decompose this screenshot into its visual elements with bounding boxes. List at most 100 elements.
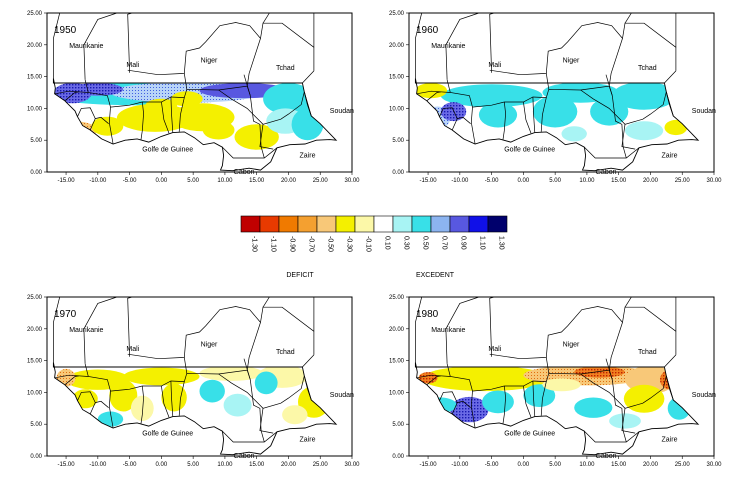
x-tick-label: -10.00 bbox=[89, 178, 107, 184]
x-tick-label: -15.00 bbox=[420, 178, 438, 184]
country-border bbox=[89, 400, 109, 415]
y-tick-label: 10.00 bbox=[389, 106, 405, 112]
country-border bbox=[140, 385, 144, 424]
y-tick-label: 15.00 bbox=[389, 75, 405, 81]
x-tick-label: 10.00 bbox=[217, 462, 233, 468]
anomaly-patch bbox=[415, 83, 448, 99]
x-tick-label: -5.00 bbox=[485, 178, 499, 184]
anomaly-patch bbox=[161, 383, 187, 412]
anomaly-patch bbox=[625, 121, 664, 141]
country-border bbox=[426, 91, 441, 102]
x-tick-label: -5.00 bbox=[123, 178, 137, 184]
y-tick-label: 0.00 bbox=[30, 170, 42, 176]
country-border bbox=[77, 107, 96, 119]
country-border bbox=[416, 90, 451, 95]
country-border bbox=[523, 385, 532, 418]
country-border bbox=[622, 306, 677, 355]
country-label-tchad: Tchad bbox=[638, 65, 657, 72]
coastline bbox=[52, 362, 338, 456]
y-tick-label: 20.00 bbox=[27, 43, 43, 49]
country-border bbox=[246, 38, 261, 87]
y-tick-label: 25.00 bbox=[389, 295, 405, 301]
country-border bbox=[140, 101, 144, 140]
coastline bbox=[414, 78, 700, 172]
y-tick-label: 25.00 bbox=[27, 11, 43, 17]
y-tick-label: 15.00 bbox=[27, 75, 43, 81]
legend-swatch bbox=[411, 215, 432, 233]
country-label-mali: Mali bbox=[488, 346, 501, 353]
x-tick-label: 10.00 bbox=[579, 462, 595, 468]
legend-excedent-label: EXCEDENT bbox=[416, 272, 455, 279]
anomaly-patch bbox=[199, 379, 225, 403]
anomaly-patch bbox=[418, 372, 438, 384]
country-border bbox=[665, 91, 674, 117]
x-tick-label: -10.00 bbox=[451, 178, 469, 184]
anomaly-patch bbox=[574, 366, 625, 378]
x-tick-label: 25.00 bbox=[675, 178, 691, 184]
anomaly-patch bbox=[612, 81, 676, 110]
anomaly-patch bbox=[254, 371, 278, 395]
country-border bbox=[451, 400, 471, 415]
y-tick-label: 15.00 bbox=[389, 359, 405, 365]
y-tick-label: 20.00 bbox=[389, 327, 405, 333]
country-label-mauritanie: Maurikanie bbox=[431, 43, 465, 50]
country-border bbox=[53, 12, 61, 79]
country-border bbox=[489, 306, 623, 360]
anomaly-patch bbox=[263, 83, 314, 115]
year-label: 1980 bbox=[416, 309, 439, 320]
country-border bbox=[249, 379, 265, 443]
country-border bbox=[624, 12, 632, 24]
country-label-zaire: Zaire bbox=[300, 152, 316, 159]
country-border bbox=[259, 408, 274, 434]
country-border bbox=[89, 116, 109, 131]
y-tick-label: 25.00 bbox=[27, 295, 43, 301]
legend-swatch bbox=[240, 215, 261, 233]
country-border bbox=[416, 374, 451, 379]
country-border bbox=[53, 296, 61, 363]
country-border bbox=[54, 90, 89, 95]
legend-value-label: -0.90 bbox=[289, 236, 296, 252]
y-tick-label: 0.00 bbox=[392, 454, 404, 460]
legend-swatch bbox=[354, 215, 375, 233]
country-border bbox=[439, 391, 458, 403]
legend-value-label: -1.10 bbox=[270, 236, 277, 252]
anomaly-layer bbox=[418, 365, 691, 429]
country-border bbox=[489, 12, 495, 73]
legend-swatch bbox=[373, 215, 394, 233]
country-border bbox=[127, 22, 261, 76]
x-tick-label: 20.00 bbox=[281, 178, 297, 184]
country-border bbox=[108, 107, 114, 145]
x-tick-label: 5.00 bbox=[187, 178, 199, 184]
legend-swatch bbox=[487, 215, 508, 233]
country-border bbox=[584, 146, 640, 159]
country-border bbox=[624, 296, 632, 308]
x-tick-label: 10.00 bbox=[217, 178, 233, 184]
country-label-mauritanie: Maurikanie bbox=[69, 43, 103, 50]
x-tick-label: 15.00 bbox=[249, 462, 265, 468]
legend-swatch bbox=[297, 215, 318, 233]
country-border bbox=[622, 22, 677, 71]
anomaly-patch bbox=[97, 411, 124, 427]
x-tick-label: -5.00 bbox=[123, 462, 137, 468]
country-border bbox=[77, 391, 96, 403]
anomaly-patch bbox=[223, 393, 252, 417]
map-panel-1960: 25.00 20.00 15.00 10.00 5.00 0.00 -15.00 -10.00… bbox=[389, 11, 722, 184]
country-border bbox=[222, 430, 278, 443]
country-border bbox=[445, 296, 480, 364]
year-label: 1960 bbox=[416, 25, 439, 36]
country-border bbox=[54, 374, 89, 379]
anomaly-patch bbox=[282, 405, 308, 425]
y-tick-label: 5.00 bbox=[392, 422, 404, 428]
country-border bbox=[260, 306, 315, 355]
country-border bbox=[664, 70, 677, 84]
anomaly-patch bbox=[450, 396, 489, 423]
year-label: 1970 bbox=[54, 309, 77, 320]
country-border bbox=[611, 379, 627, 443]
x-tick-label: 25.00 bbox=[675, 462, 691, 468]
x-tick-label: -10.00 bbox=[451, 462, 469, 468]
country-border bbox=[178, 381, 185, 416]
anomaly-patch bbox=[440, 102, 467, 122]
country-border bbox=[183, 73, 188, 90]
x-tick-label: -15.00 bbox=[58, 178, 76, 184]
anomaly-patch bbox=[532, 95, 578, 128]
